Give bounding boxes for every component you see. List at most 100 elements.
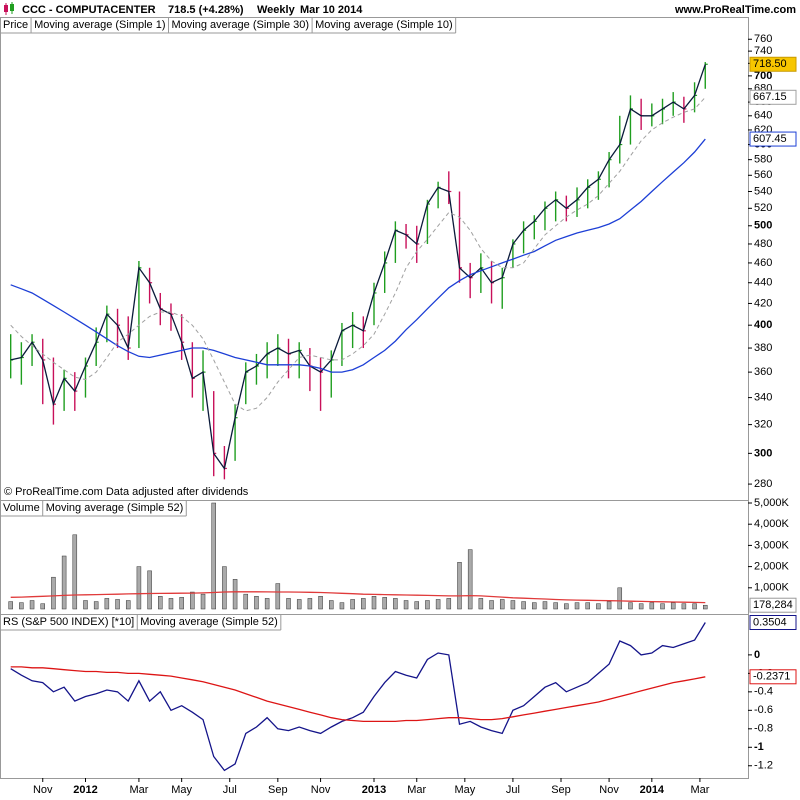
- y-tick-label: 560: [754, 169, 772, 181]
- volume-bar: [232, 579, 238, 610]
- y-tick-label: -0.6: [754, 704, 773, 716]
- y-tick-label: -0.8: [754, 723, 773, 735]
- last-value-label: 0.3504: [753, 616, 787, 628]
- source: www.ProRealTime.com: [674, 4, 796, 16]
- last-value-tag: [749, 615, 797, 631]
- volume-bar: [136, 566, 142, 610]
- volume-bar: [339, 602, 345, 610]
- x-tick-label: Jul: [506, 784, 520, 796]
- y-tick-label: 700: [754, 70, 772, 82]
- volume-bar: [510, 600, 516, 610]
- volume-bar: [596, 603, 601, 610]
- y-tick-label: 540: [754, 185, 772, 197]
- volume-bar: [350, 599, 355, 610]
- volume-bar: [403, 600, 409, 610]
- line-series: [10, 591, 706, 604]
- volume-bar: [435, 599, 441, 610]
- volume-bar: [307, 598, 313, 610]
- last-value-tag: [749, 597, 797, 613]
- volume-bar: [414, 601, 419, 610]
- volume-bar: [585, 602, 590, 610]
- last-value-tag: [749, 131, 797, 147]
- x-tick-label: May: [454, 784, 475, 796]
- last-value-tag: [749, 56, 797, 72]
- volume-bar: [393, 598, 398, 610]
- y-tick-label: -1: [754, 741, 764, 753]
- last-value-label: 607.45: [753, 133, 787, 145]
- line-series: [10, 96, 706, 412]
- volume-bar: [104, 598, 110, 610]
- footnote: © ProRealTime.com Data adjusted after di…: [4, 486, 249, 498]
- volume-bar: [275, 583, 281, 610]
- last-price: 718.5 (+4.28%): [168, 4, 244, 16]
- legend-entry: Moving average (Simple 1): [34, 19, 165, 31]
- legend-entry: Moving average (Simple 52): [46, 502, 184, 514]
- volume-bar: [628, 602, 633, 610]
- volume-bar: [489, 600, 494, 610]
- x-tick-label: Nov: [33, 784, 53, 796]
- legend-entry: RS (S&P 500 INDEX) [*10]: [3, 616, 134, 628]
- y-tick-label: 0: [754, 649, 760, 661]
- volume-bar: [158, 596, 163, 610]
- x-tick-label: Jul: [223, 784, 237, 796]
- line-series: [10, 138, 706, 373]
- y-tick-label: 580: [754, 154, 772, 166]
- y-tick-label: 740: [754, 45, 772, 57]
- period: Weekly: [257, 4, 296, 16]
- volume-bar: [478, 598, 484, 610]
- x-tick-label: Nov: [599, 784, 619, 796]
- panel-frame: [0, 17, 749, 501]
- volume-bar: [61, 555, 67, 610]
- volume-bar: [703, 604, 708, 610]
- volume-bar: [190, 591, 195, 610]
- volume-bar: [222, 566, 227, 610]
- y-tick-label: 760: [754, 33, 772, 45]
- x-tick-label: 2014: [640, 784, 665, 796]
- x-tick-label: Mar: [129, 784, 148, 796]
- chart-title: CCC - COMPUTACENTER: [22, 4, 156, 16]
- volume-bar: [29, 600, 35, 610]
- y-tick-label: 520: [754, 202, 772, 214]
- y-tick-label: 400: [754, 319, 772, 331]
- volume-bar: [296, 599, 302, 610]
- y-tick-label: 460: [754, 257, 772, 269]
- last-value-label: 718.50: [753, 58, 787, 70]
- volume-bar: [660, 603, 665, 610]
- volume-bar: [40, 603, 45, 610]
- volume-bar: [681, 603, 687, 610]
- y-tick-label: 420: [754, 297, 772, 309]
- y-tick-label: 280: [754, 478, 772, 490]
- y-tick-label: -1.2: [754, 760, 773, 772]
- volume-bar: [425, 600, 430, 610]
- volume-bar: [168, 598, 174, 610]
- volume-bar: [446, 598, 452, 610]
- y-tick-label: -0.4: [754, 686, 773, 698]
- line-series: [10, 64, 706, 471]
- volume-bar: [361, 598, 366, 610]
- y-tick-label: 5,000K: [754, 497, 790, 509]
- last-value-label: 667.15: [753, 91, 787, 103]
- volume-bar: [72, 534, 78, 610]
- volume-bar: [329, 600, 334, 610]
- volume-bar: [692, 603, 697, 610]
- x-tick-label: 2012: [73, 784, 97, 796]
- y-tick-label: 1,000K: [754, 582, 790, 594]
- legend-entry: Moving average (Simple 10): [315, 19, 453, 31]
- volume-bar: [318, 596, 323, 610]
- volume-bar: [457, 562, 462, 610]
- line-series: [10, 666, 706, 723]
- volume-bar: [382, 597, 387, 610]
- y-tick-label: 360: [754, 366, 772, 378]
- legend-entry: Moving average (Simple 30): [172, 19, 310, 31]
- x-tick-label: Sep: [551, 784, 571, 796]
- y-tick-label: 320: [754, 419, 772, 431]
- x-tick-label: May: [171, 784, 192, 796]
- x-tick-label: Mar: [690, 784, 709, 796]
- y-tick-label: 4,000K: [754, 518, 790, 530]
- volume-bar: [553, 602, 558, 610]
- volume-bar: [606, 601, 612, 610]
- y-tick-label: 500: [754, 220, 772, 232]
- volume-bar: [467, 549, 473, 610]
- x-tick-label: Nov: [311, 784, 331, 796]
